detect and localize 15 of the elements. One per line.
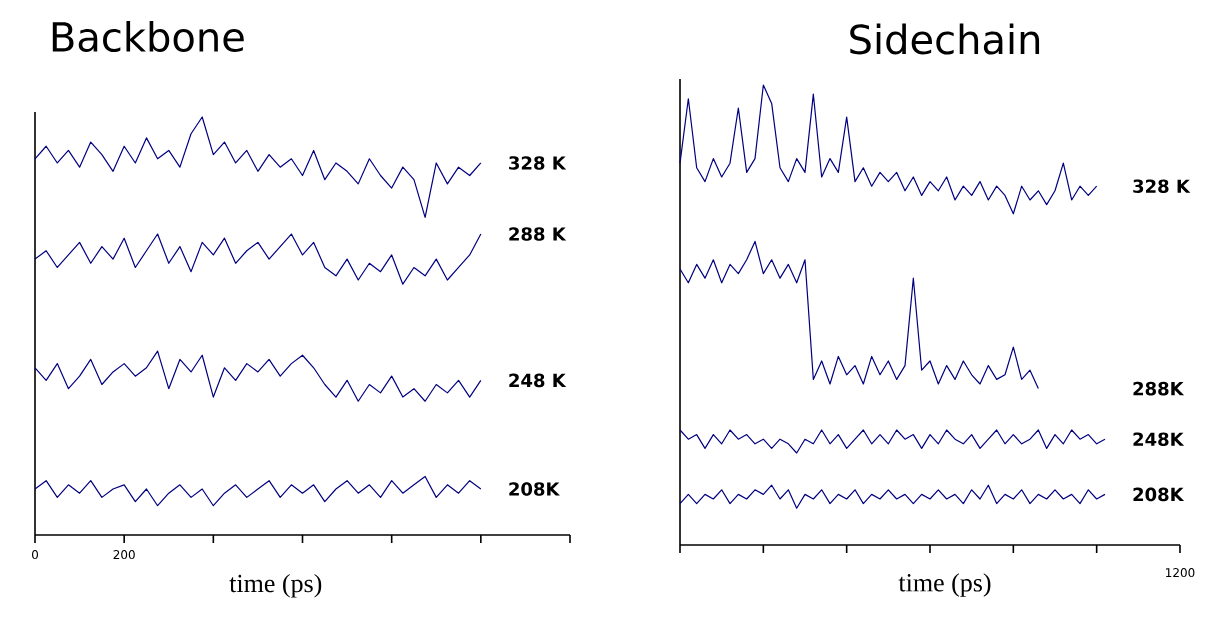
series-label: 288 K (509, 227, 567, 241)
series-label: 248K (1133, 432, 1185, 446)
x-tick-label: 200 (113, 550, 135, 560)
text: 328 K (1133, 179, 1191, 193)
x-axis-title: time (ps) (898, 573, 991, 597)
text: 288K (1133, 381, 1185, 396)
series-label: 248 K (509, 373, 567, 388)
series-label: 208K (509, 482, 560, 496)
series-label: 328 K (509, 156, 567, 170)
chart-title: Sidechain (850, 23, 1040, 55)
chart-title: Backbone (52, 21, 244, 52)
x-axis-title: time (ps) (229, 573, 322, 598)
x-tick-label: 0 (31, 550, 39, 560)
text: 1200 (1166, 568, 1195, 578)
series-label: 208K (1133, 487, 1185, 502)
